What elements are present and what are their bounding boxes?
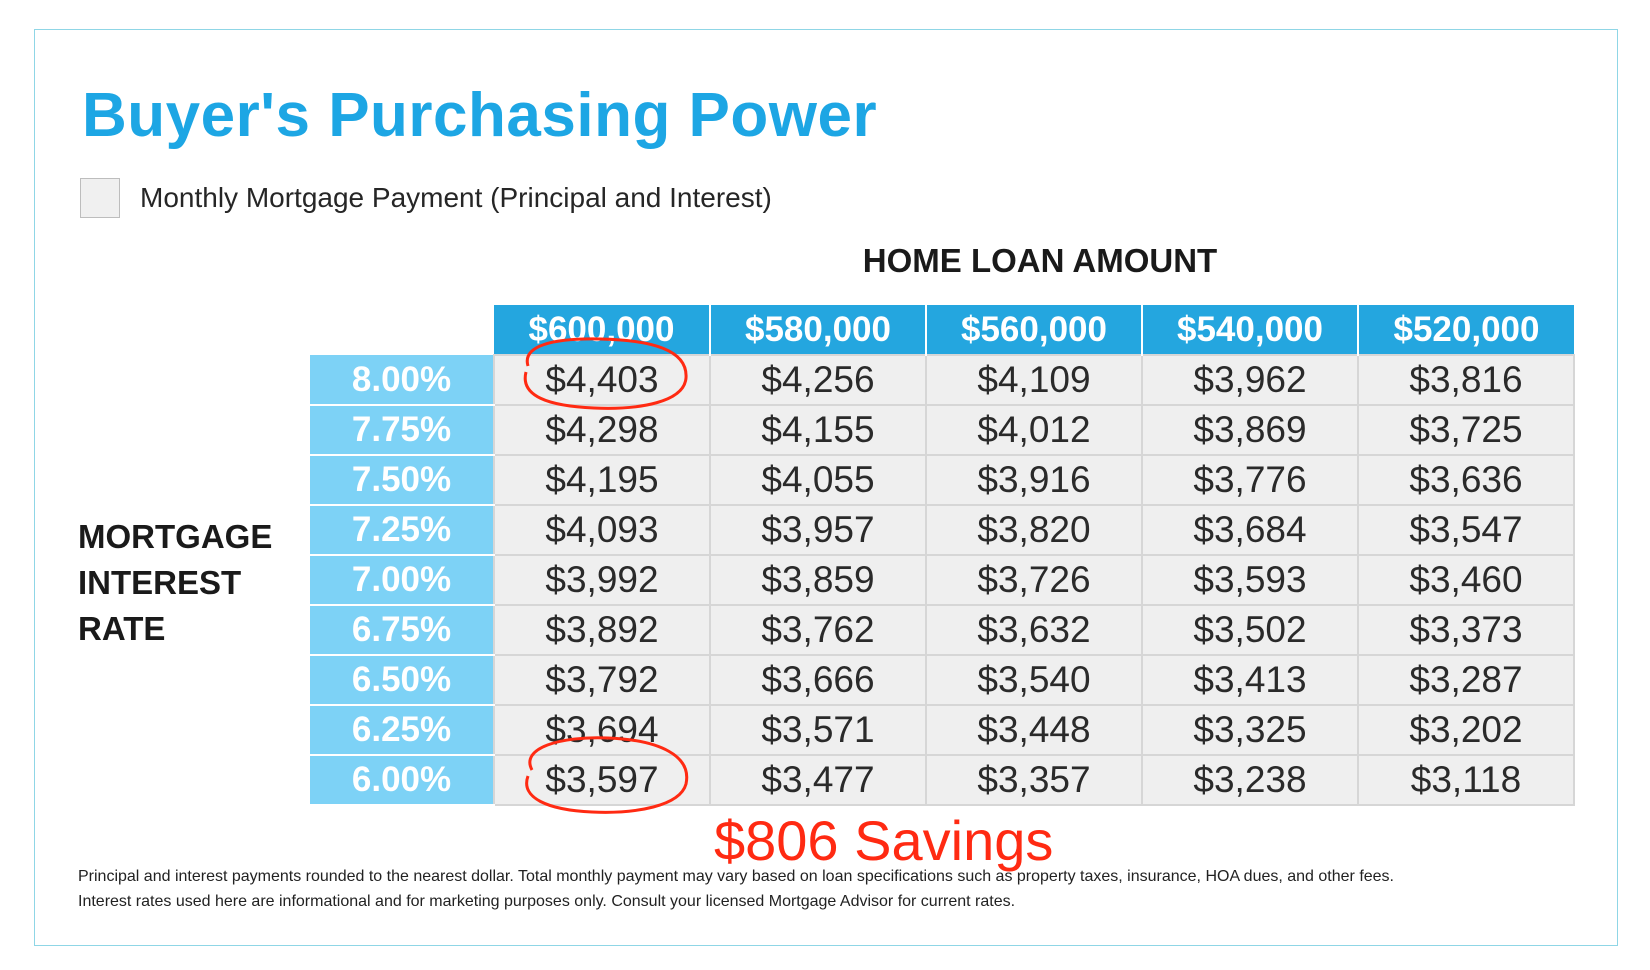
- payment-cell: $3,992: [493, 554, 711, 606]
- payment-table: $600,000 $580,000 $560,000 $540,000 $520…: [310, 305, 1575, 806]
- footnote-line: Interest rates used here are information…: [78, 893, 1016, 910]
- payment-cell: $4,195: [493, 454, 711, 506]
- payment-cell: $4,155: [709, 404, 927, 456]
- payment-cell: $3,460: [1357, 554, 1575, 606]
- page-title: Buyer's Purchasing Power: [82, 81, 878, 150]
- interest-rate-cell: 7.50%: [310, 455, 494, 506]
- payment-cell: $3,287: [1357, 654, 1575, 706]
- payment-cell: $3,540: [925, 654, 1143, 706]
- payment-cell: $3,202: [1357, 704, 1575, 756]
- payment-cell: $3,762: [709, 604, 927, 656]
- row-heading-line: INTEREST: [78, 564, 242, 601]
- payment-cell: $4,093: [493, 504, 711, 556]
- table-corner: [310, 305, 494, 355]
- table-row: 6.50% $3,792 $3,666 $3,540 $3,413 $3,287: [310, 654, 1575, 706]
- payment-cell: $3,118: [1357, 754, 1575, 806]
- footnote: Principal and interest payments rounded …: [78, 864, 1394, 914]
- payment-cell: $3,593: [1141, 554, 1359, 606]
- legend: Monthly Mortgage Payment (Principal and …: [80, 176, 772, 220]
- payment-cell: $4,055: [709, 454, 927, 506]
- payment-cell: $3,684: [1141, 504, 1359, 556]
- payment-cell: $3,869: [1141, 404, 1359, 456]
- row-heading-line: RATE: [78, 610, 166, 647]
- loan-amount-header: $600,000: [494, 305, 711, 355]
- payment-cell: $3,571: [709, 704, 927, 756]
- table-row: 8.00% $4,403 $4,256 $4,109 $3,962 $3,816: [310, 354, 1575, 406]
- payment-cell: $3,694: [493, 704, 711, 756]
- payment-cell: $4,298: [493, 404, 711, 456]
- legend-label: Monthly Mortgage Payment (Principal and …: [140, 182, 772, 213]
- loan-amount-header: $560,000: [926, 305, 1143, 355]
- row-heading-line: MORTGAGE: [78, 518, 273, 555]
- interest-rate-cell: 8.00%: [310, 355, 494, 406]
- interest-rate-cell: 6.25%: [310, 705, 494, 756]
- payment-cell: $3,892: [493, 604, 711, 656]
- payment-cell: $3,776: [1141, 454, 1359, 506]
- payment-cell: $3,962: [1141, 354, 1359, 406]
- content-frame: [34, 29, 1618, 946]
- table-row: 7.50% $4,195 $4,055 $3,916 $3,776 $3,636: [310, 454, 1575, 506]
- table-row: 7.00% $3,992 $3,859 $3,726 $3,593 $3,460: [310, 554, 1575, 606]
- payment-cell: $3,597: [493, 754, 711, 806]
- loan-amount-header: $540,000: [1142, 305, 1359, 355]
- savings-annotation: $806 Savings: [714, 809, 1054, 872]
- loan-amount-header-row: $600,000 $580,000 $560,000 $540,000 $520…: [310, 305, 1574, 355]
- payment-cell: $3,238: [1141, 754, 1359, 806]
- interest-rate-cell: 6.75%: [310, 605, 494, 656]
- interest-rate-cell: 7.75%: [310, 405, 494, 456]
- interest-rate-cell: 7.25%: [310, 505, 494, 556]
- loan-amount-header: $520,000: [1358, 305, 1574, 355]
- interest-rate-cell: 7.00%: [310, 555, 494, 606]
- payment-cell: $3,413: [1141, 654, 1359, 706]
- payment-cell: $3,725: [1357, 404, 1575, 456]
- payment-cell: $3,859: [709, 554, 927, 606]
- table-row: 7.25% $4,093 $3,957 $3,820 $3,684 $3,547: [310, 504, 1575, 556]
- table-row: 6.00% $3,597 $3,477 $3,357 $3,238 $3,118: [310, 754, 1575, 806]
- table-row: 6.75% $3,892 $3,762 $3,632 $3,502 $3,373: [310, 604, 1575, 656]
- payment-cell: $4,109: [925, 354, 1143, 406]
- footnote-line: Principal and interest payments rounded …: [78, 868, 1394, 885]
- payment-cell: $3,448: [925, 704, 1143, 756]
- column-heading: HOME LOAN AMOUNT: [862, 242, 1218, 279]
- table-row: 6.25% $3,694 $3,571 $3,448 $3,325 $3,202: [310, 704, 1575, 756]
- interest-rate-cell: 6.50%: [310, 655, 494, 706]
- legend-swatch: [80, 178, 120, 218]
- payment-cell: $3,726: [925, 554, 1143, 606]
- payment-cell: $4,012: [925, 404, 1143, 456]
- payment-cell: $3,666: [709, 654, 927, 706]
- loan-amount-header: $580,000: [710, 305, 927, 355]
- payment-cell: $3,357: [925, 754, 1143, 806]
- payment-cell: $3,816: [1357, 354, 1575, 406]
- interest-rate-cell: 6.00%: [310, 755, 494, 806]
- payment-cell: $3,325: [1141, 704, 1359, 756]
- row-heading: MORTGAGE INTEREST RATE: [78, 514, 298, 652]
- payment-cell: $3,636: [1357, 454, 1575, 506]
- payment-cell: $3,820: [925, 504, 1143, 556]
- payment-cell: $4,256: [709, 354, 927, 406]
- payment-cell: $4,403: [493, 354, 711, 406]
- payment-cell: $3,547: [1357, 504, 1575, 556]
- payment-cell: $3,957: [709, 504, 927, 556]
- payment-cell: $3,916: [925, 454, 1143, 506]
- payment-cell: $3,502: [1141, 604, 1359, 656]
- table-row: 7.75% $4,298 $4,155 $4,012 $3,869 $3,725: [310, 404, 1575, 456]
- payment-cell: $3,792: [493, 654, 711, 706]
- payment-cell: $3,373: [1357, 604, 1575, 656]
- payment-cell: $3,477: [709, 754, 927, 806]
- payment-cell: $3,632: [925, 604, 1143, 656]
